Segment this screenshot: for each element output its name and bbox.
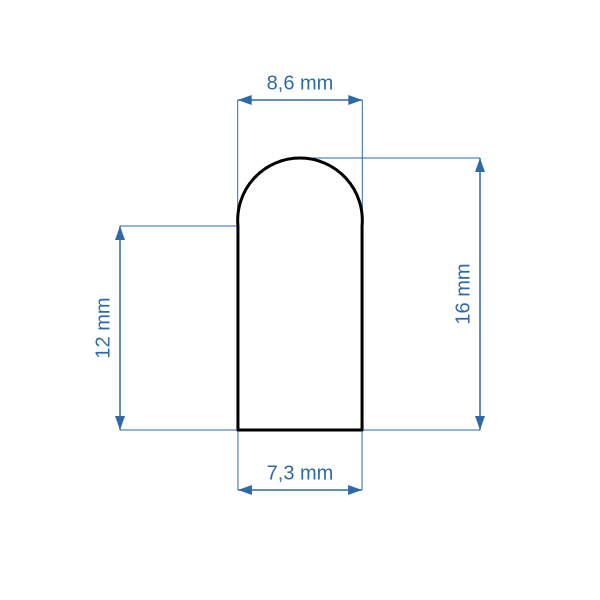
- arrowhead: [115, 416, 125, 430]
- arrowhead: [115, 226, 125, 240]
- arrowhead: [475, 158, 485, 172]
- arrowhead: [348, 95, 362, 105]
- arrowhead: [348, 485, 362, 495]
- dimension-label: 8,6 mm: [267, 72, 334, 94]
- arrowhead: [238, 485, 252, 495]
- part-outline: [238, 158, 363, 430]
- arrowhead: [238, 95, 252, 105]
- dimension-label: 7,3 mm: [267, 462, 334, 484]
- dimension-label: 12 mm: [92, 297, 114, 358]
- technical-drawing: 8,6 mm 7,3 mm 12 mm 16 mm: [0, 0, 600, 600]
- dimension-label: 16 mm: [452, 263, 474, 324]
- arrowhead: [475, 416, 485, 430]
